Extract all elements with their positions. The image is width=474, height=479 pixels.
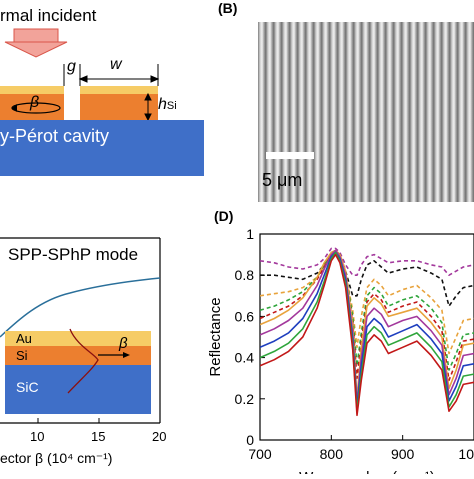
cavity-label: y-Pérot cavity <box>0 126 110 146</box>
panel-c: SPP-SPhP mode Au Si SiC β 10 15 20 ector… <box>0 235 175 474</box>
height-subscript: Si <box>166 100 177 112</box>
beta-label: β <box>30 94 40 111</box>
incident-arrow-icon <box>4 28 68 58</box>
inset-beta-label: β <box>119 335 128 352</box>
solid-series-line-3 <box>260 251 474 408</box>
panel-c-xlabel: ector β (10⁴ cm⁻¹) <box>0 450 113 466</box>
sic-substrate <box>0 120 204 176</box>
sem-image <box>258 22 474 202</box>
dashed-series-line-5 <box>260 251 474 382</box>
au-strip-left <box>0 86 64 94</box>
solid-series-line-2 <box>260 249 474 404</box>
si-ridge-left <box>0 94 64 120</box>
x-tick-label: 700 <box>248 446 272 462</box>
beta-loop-icon <box>11 102 61 114</box>
height-label: hSi <box>158 96 177 114</box>
scale-bar <box>266 152 314 159</box>
dashed-series-line-1 <box>260 247 474 276</box>
dashed-series-line-3 <box>260 251 474 355</box>
y-axis-label: Reflectance <box>207 297 224 376</box>
reflectance-chart: 0 0.2 0.4 0.6 0.8 1 700 800 900 1000 Wavenumber (c… <box>207 226 474 474</box>
au-strip-right <box>80 86 158 94</box>
y-tick-label: 0.8 <box>235 267 255 283</box>
panel-b-label: (B) <box>218 0 238 16</box>
y-tick-label: 1 <box>246 226 254 242</box>
y-tick-label: 0.6 <box>235 308 255 324</box>
dimension-marks <box>63 64 160 86</box>
x-tick-label: 900 <box>391 446 415 462</box>
solid-series-line-5 <box>260 253 474 417</box>
plot-frame <box>259 233 474 441</box>
si-ridge-right <box>80 94 158 120</box>
y-tick-label: 0 <box>246 432 254 448</box>
x-tick-15: 15 <box>91 429 106 444</box>
mode-title: SPP-SPhP mode <box>8 245 139 264</box>
y-tick-label: 0.2 <box>235 391 255 407</box>
dashed-series-line-4 <box>260 251 474 371</box>
scale-label: 5 μm <box>262 170 303 190</box>
x-axis-label: Wavenumber (cm⁻¹) <box>299 469 435 474</box>
width-label: w <box>110 56 122 73</box>
dispersion-curve <box>0 277 161 338</box>
layer-inset <box>5 328 151 414</box>
x-tick-10: 10 <box>30 429 45 444</box>
panel-a: rmal incident g w β hSi y-Pérot cavity <box>0 0 205 185</box>
x-tick-label: 800 <box>320 446 344 462</box>
x-tick-label: 1000 <box>458 446 474 462</box>
height-symbol: h <box>158 96 167 113</box>
inset-au-label: Au <box>16 331 32 346</box>
gap-label: g <box>67 58 76 75</box>
height-marker <box>144 92 152 122</box>
inset-sic-label: SiC <box>16 379 39 395</box>
panel-c-plot <box>0 237 161 424</box>
inset-si-label: Si <box>16 348 28 363</box>
solid-series-line-4 <box>260 251 474 412</box>
incident-label: rmal incident <box>0 6 97 25</box>
dashed-series-line-2 <box>260 249 474 307</box>
panel-a-schematic <box>0 28 204 176</box>
y-tick-label: 0.4 <box>235 350 255 366</box>
panel-d-label: (D) <box>214 208 234 224</box>
x-tick-20: 20 <box>152 429 167 444</box>
solid-series-line-1 <box>260 249 474 400</box>
